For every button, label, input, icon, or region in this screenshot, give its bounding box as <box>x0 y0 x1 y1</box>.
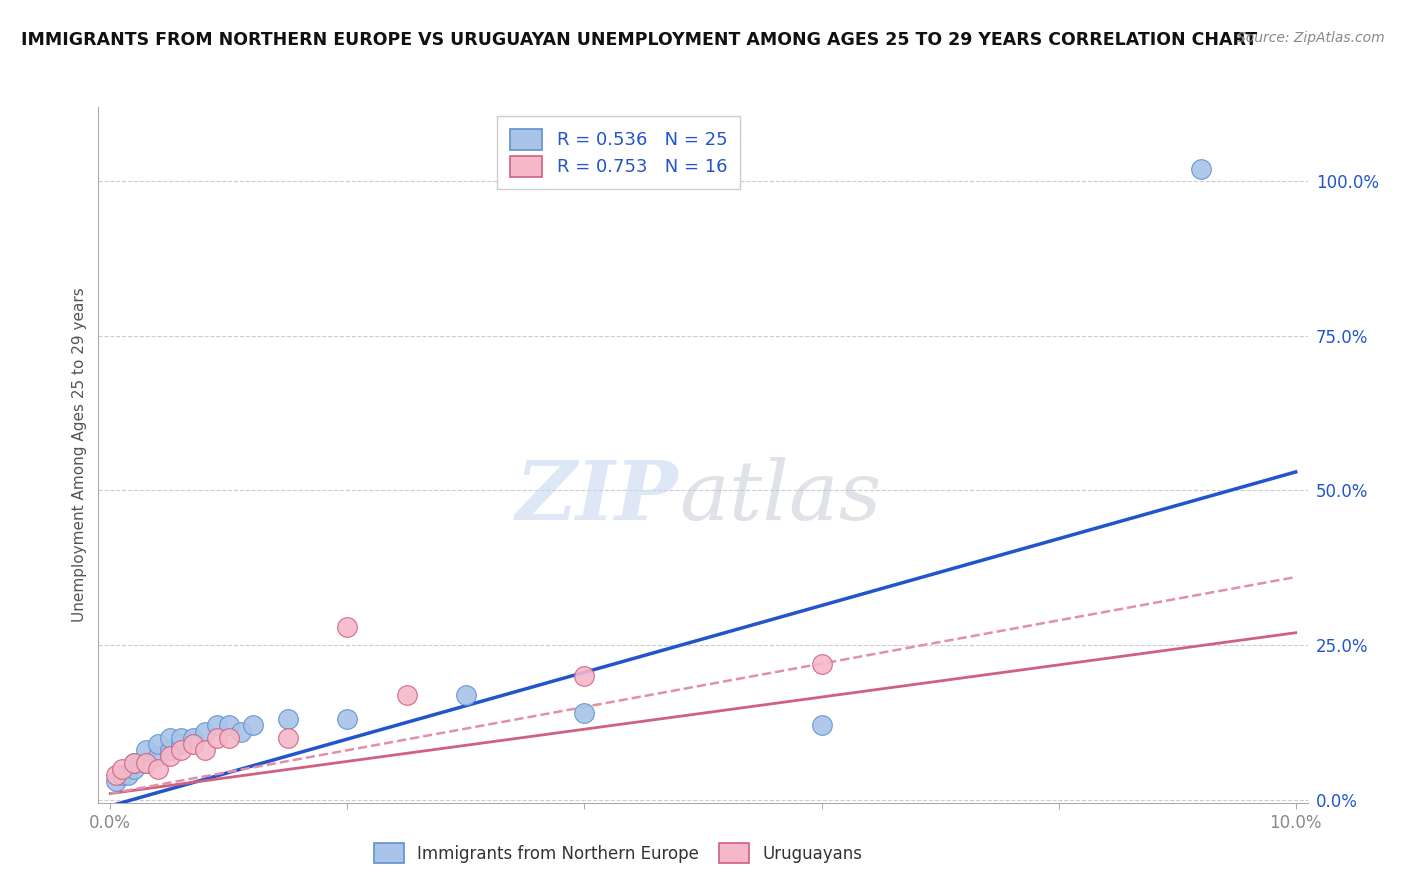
Point <box>159 731 181 745</box>
Point <box>159 743 181 757</box>
Point <box>454 688 477 702</box>
Point <box>181 731 204 745</box>
Point <box>135 756 157 770</box>
Point <box>146 749 169 764</box>
Point <box>122 762 145 776</box>
Point <box>122 756 145 770</box>
Point <box>135 756 157 770</box>
Point <box>170 743 193 757</box>
Point <box>395 688 418 702</box>
Point <box>146 762 169 776</box>
Point <box>194 724 217 739</box>
Point <box>205 718 228 732</box>
Point <box>146 737 169 751</box>
Point <box>111 768 134 782</box>
Point <box>135 743 157 757</box>
Point <box>117 768 139 782</box>
Point <box>170 731 193 745</box>
Point <box>194 743 217 757</box>
Point <box>111 762 134 776</box>
Point <box>229 724 252 739</box>
Point <box>810 718 832 732</box>
Point <box>277 731 299 745</box>
Text: ZIP: ZIP <box>516 457 679 537</box>
Legend: Immigrants from Northern Europe, Uruguayans: Immigrants from Northern Europe, Uruguay… <box>366 835 870 871</box>
Text: Source: ZipAtlas.com: Source: ZipAtlas.com <box>1237 31 1385 45</box>
Point <box>277 712 299 726</box>
Point <box>242 718 264 732</box>
Point <box>218 731 240 745</box>
Y-axis label: Unemployment Among Ages 25 to 29 years: Unemployment Among Ages 25 to 29 years <box>72 287 87 623</box>
Point <box>122 756 145 770</box>
Point <box>159 749 181 764</box>
Point <box>218 718 240 732</box>
Point <box>336 712 359 726</box>
Point <box>574 706 596 720</box>
Point <box>105 774 128 789</box>
Point <box>181 737 204 751</box>
Text: IMMIGRANTS FROM NORTHERN EUROPE VS URUGUAYAN UNEMPLOYMENT AMONG AGES 25 TO 29 YE: IMMIGRANTS FROM NORTHERN EUROPE VS URUGU… <box>21 31 1257 49</box>
Point <box>205 731 228 745</box>
Point <box>336 619 359 633</box>
Point <box>810 657 832 671</box>
Point <box>574 669 596 683</box>
Text: atlas: atlas <box>679 457 882 537</box>
Point <box>105 768 128 782</box>
Point <box>1189 161 1212 176</box>
Point <box>170 737 193 751</box>
